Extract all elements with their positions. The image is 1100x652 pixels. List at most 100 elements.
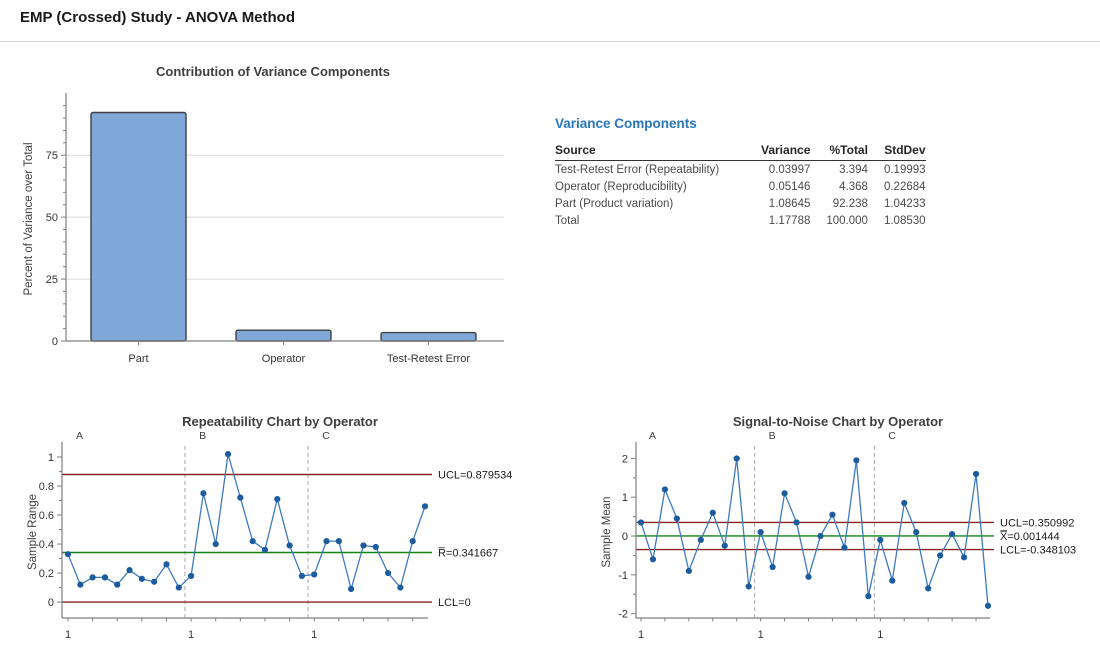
y-tick-label: 75 (46, 150, 58, 162)
y-axis-label: Sample Range (27, 494, 39, 570)
value-cell: 4.368 (839, 180, 868, 193)
data-point (175, 584, 182, 591)
operator-label-c: C (322, 430, 330, 442)
data-point (224, 451, 232, 458)
data-point (89, 574, 96, 581)
data-point (200, 490, 207, 497)
data-point (984, 602, 992, 609)
bar-chart-title: Contribution of Variance Components (156, 64, 390, 79)
data-point (960, 554, 968, 561)
value-cell: 92.238 (832, 197, 868, 210)
value-cell: 0.03997 (768, 163, 811, 176)
value-cell: 0.19993 (883, 163, 926, 176)
column-header: %Total (810, 141, 868, 161)
data-point (163, 561, 170, 568)
operator-label-b: B (769, 430, 776, 442)
data-point (286, 542, 293, 549)
value-cell: 1.08530 (883, 214, 926, 227)
data-point (949, 530, 956, 538)
ucl-label: UCL=0.879534 (438, 469, 512, 481)
source-cell: Total (555, 214, 580, 227)
value-cell: 3.394 (839, 163, 868, 176)
x-tick-label: Test-Retest Error (387, 353, 470, 365)
table-row: Operator (Reproducibility) 0.05146 4.368 0.… (555, 178, 926, 195)
lcl-label: LCL=-0.348103 (1000, 545, 1076, 557)
data-point (64, 551, 72, 558)
column-header: Variance (745, 141, 811, 161)
data-point (212, 540, 219, 548)
y-tick-label: -1 (618, 570, 628, 582)
data-point (409, 538, 416, 545)
page-title: EMP (Crossed) Study - ANOVA Method (20, 9, 296, 26)
table-row: Total 1.17788 100.000 1.08530 (555, 212, 926, 229)
data-point (421, 503, 429, 510)
bar-test-retest-error (380, 331, 477, 342)
source-cell: Part (Product variation) (555, 197, 674, 210)
x-group-start-label: 1 (638, 629, 644, 641)
y-tick-label: -2 (618, 609, 628, 621)
data-point (925, 585, 932, 592)
data-point (733, 455, 740, 462)
variance-components-table: Source Variance %Total StdDev Test-Retest E… (555, 141, 926, 229)
data-point (298, 572, 305, 580)
data-point (841, 544, 848, 551)
table-row: Test-Retest Error (Repeatability) 0.03997… (555, 161, 926, 179)
y-tick-label: 1 (622, 492, 628, 504)
y-axis-label: Sample Mean (601, 497, 613, 568)
chart-title: Repeatability Chart by Operator (182, 414, 378, 429)
chart-title: Signal-to-Noise Chart by Operator (733, 414, 943, 429)
data-point (889, 577, 896, 584)
data-point (188, 572, 195, 580)
data-point (249, 538, 256, 545)
data-point (865, 593, 872, 600)
x-group-start-label: 1 (311, 629, 317, 641)
y-tick-label: 0.8 (39, 481, 54, 493)
y-tick-label: 0.2 (39, 568, 54, 580)
source-cell: Operator (Reproducibility) (555, 180, 687, 193)
y-tick-label: 0.4 (39, 539, 54, 551)
data-point (372, 543, 379, 551)
operator-label-b: B (199, 430, 206, 442)
data-point (360, 542, 367, 549)
contribution-bar-chart: Contribution of Variance Components Perce… (23, 64, 504, 365)
value-cell: 100.000 (826, 214, 868, 227)
data-point (781, 490, 788, 497)
operator-label-c: C (888, 430, 896, 442)
data-point (126, 567, 133, 574)
data-point (769, 563, 776, 571)
data-point (151, 578, 158, 585)
lcl-label: LCL=0 (438, 597, 471, 609)
data-point (335, 538, 342, 545)
data-point (323, 538, 330, 545)
variance-components-panel: Variance Components Source Variance %Total… (555, 116, 985, 229)
value-cell: 1.04233 (883, 197, 926, 210)
data-point (237, 494, 244, 501)
bar-operator (235, 329, 332, 342)
value-cell: 1.08645 (768, 197, 811, 210)
center-label: X̿=0.001444 (1000, 530, 1060, 543)
value-cell: 1.17788 (768, 214, 811, 227)
data-point (901, 499, 908, 507)
data-point (817, 532, 824, 540)
x-tick-label: Operator (262, 353, 306, 365)
data-point (397, 584, 404, 591)
data-point (937, 552, 944, 559)
data-point (793, 519, 800, 526)
data-point (913, 529, 920, 536)
data-point (709, 509, 716, 516)
data-point (721, 542, 728, 549)
x-tick-label: Part (128, 353, 148, 365)
data-point (757, 529, 764, 536)
column-header: StdDev (867, 141, 926, 161)
data-point (697, 536, 704, 543)
data-point (311, 571, 318, 578)
value-cell: 0.05146 (768, 180, 811, 193)
data-point (637, 519, 645, 526)
data-point (972, 470, 980, 478)
x-group-start-label: 1 (188, 629, 194, 641)
table-header-row: Source Variance %Total StdDev (555, 141, 926, 161)
data-point (673, 515, 680, 522)
data-point (853, 457, 860, 464)
x-group-start-label: 1 (758, 629, 764, 641)
center-label: R̅=0.341667 (438, 547, 499, 559)
